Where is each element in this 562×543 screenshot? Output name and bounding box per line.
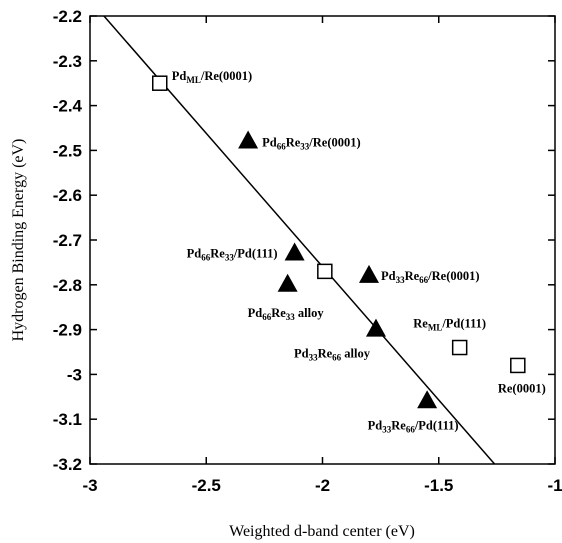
point-labels: PdML/Re(0001) ReML/Pd(111) Re(0001) Pd66Re3…: [172, 69, 546, 434]
y-tick-label: -2.7: [53, 231, 82, 250]
filled-triangle-marker: [365, 318, 386, 337]
open-square-marker: [152, 75, 168, 91]
open-square-marker: [510, 357, 526, 374]
y-tick-label: -2.5: [53, 141, 82, 160]
regression-line-group: [103, 16, 496, 464]
y-tick-label: -2.9: [53, 321, 82, 340]
point-label: PdML/Re(0001): [172, 69, 252, 85]
filled-triangle-marker: [284, 242, 305, 261]
point-label: ReML/Pd(111): [413, 317, 486, 333]
y-tick-label: -2.6: [53, 186, 82, 205]
point-label: Pd66Re33 alloy: [248, 306, 325, 322]
filled-triangle-marker: [359, 264, 379, 283]
point-label: Re(0001): [498, 381, 546, 395]
y-tick-label: -2.2: [53, 7, 82, 26]
filled-triangle-marker: [417, 390, 438, 409]
open-square-marker: [317, 263, 333, 280]
x-axis-ticks: -3 -2.5 -2 -1.5 -1: [82, 16, 562, 495]
y-tick-label: -2.8: [53, 276, 82, 295]
x-tick-label: -2: [315, 476, 330, 495]
x-tick-label: -3: [82, 476, 97, 495]
open-square-marker: [451, 339, 468, 356]
y-tick-label: -3: [67, 365, 82, 384]
data-markers: [152, 75, 526, 409]
point-label: Pd66Re33/Re(0001): [262, 135, 361, 151]
x-tick-label: -1.5: [424, 476, 453, 495]
x-axis-title: Weighted d-band center (eV): [229, 523, 415, 540]
x-tick-label: -2.5: [192, 476, 221, 495]
y-axis-ticks: -2.2 -2.3 -2.4 -2.5 -2.6 -2.7 -2.8 -2.9 -3 -3.1 -3…: [53, 7, 555, 474]
regression-line: [103, 16, 496, 464]
y-tick-label: -3.1: [53, 410, 82, 429]
point-label: Pd33Re66 alloy: [294, 347, 371, 363]
filled-triangle-marker: [238, 130, 259, 149]
point-label: Pd33Re66/Re(0001): [381, 269, 480, 285]
filled-triangle-marker: [277, 273, 298, 292]
point-label: Pd66Re33/Pd(111): [187, 246, 278, 262]
y-axis-title: Hydrogen Binding Energy (eV): [10, 139, 27, 342]
y-tick-label: -2.3: [53, 52, 82, 71]
y-tick-label: -2.4: [53, 97, 83, 116]
y-tick-label: -3.2: [53, 455, 82, 474]
x-tick-label: -1: [547, 476, 562, 495]
point-label: Pd33Re66/Pd(111): [368, 418, 459, 434]
